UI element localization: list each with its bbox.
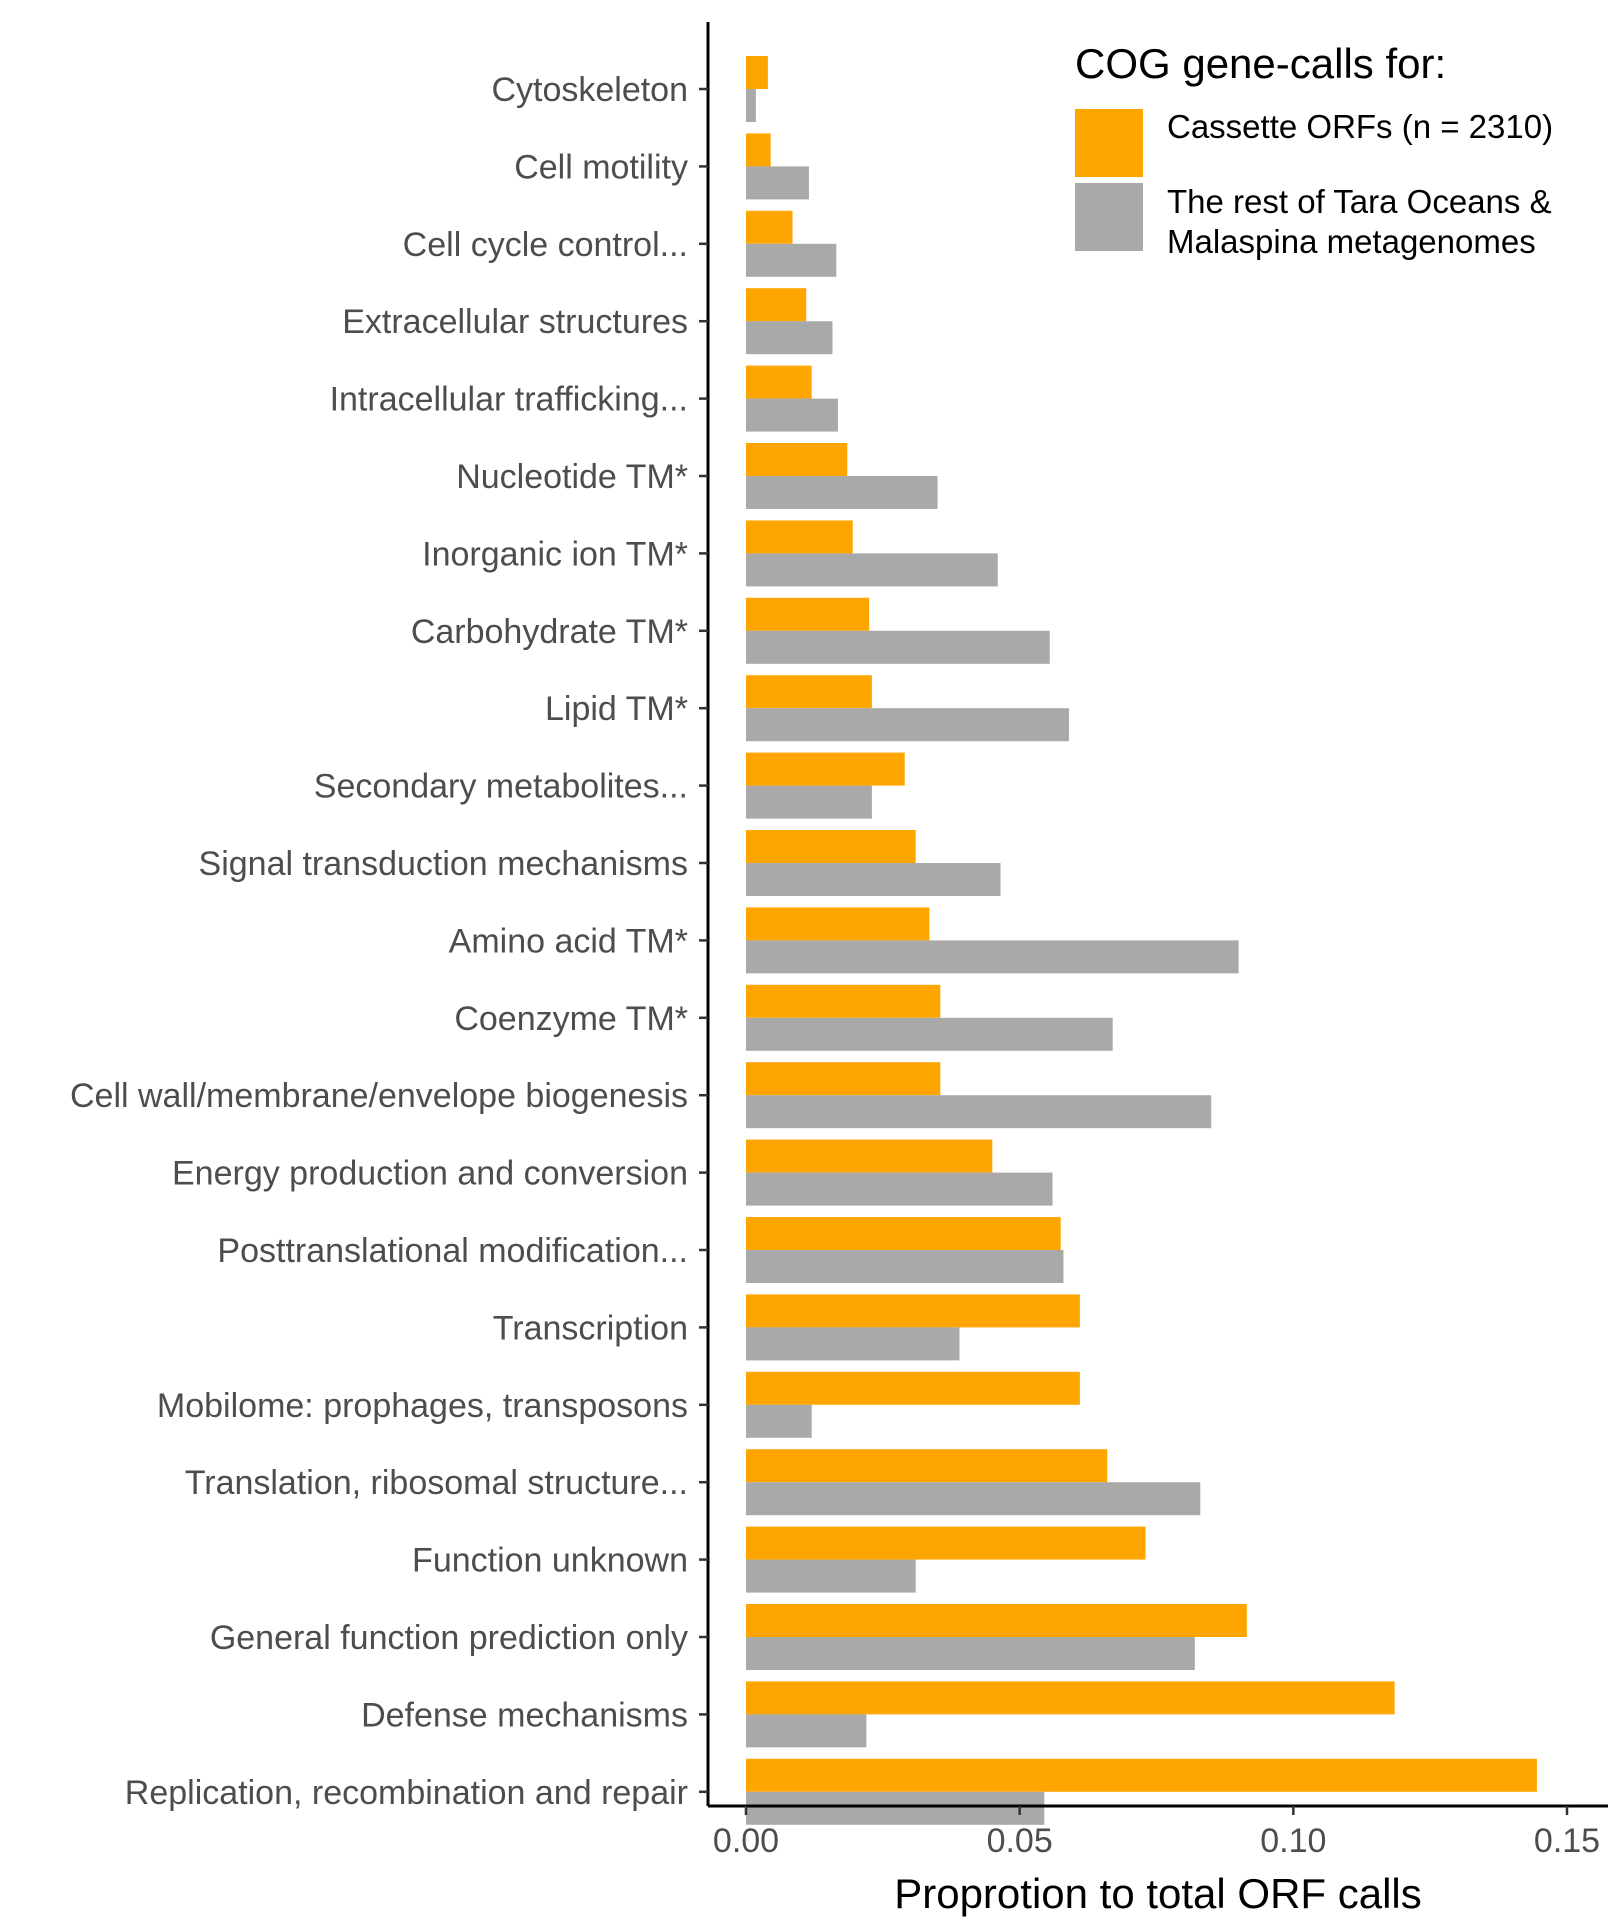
category-label: Energy production and conversion — [172, 1155, 688, 1193]
y-axis: Cytoskeleton Cell motility Cell cycle cont… — [70, 22, 710, 1812]
legend-label: Malaspina metagenomes — [1167, 223, 1536, 260]
bar-rest — [746, 1017, 1113, 1051]
category-label: Secondary metabolites... — [314, 768, 688, 806]
category-label: Cell motility — [514, 148, 688, 186]
bar-cassette — [746, 907, 930, 941]
bars-group — [746, 56, 1537, 1825]
bar-cassette — [746, 1371, 1080, 1405]
bar-rest — [746, 553, 998, 587]
legend-title: COG gene-calls for: — [1075, 40, 1446, 87]
category-label: Function unknown — [412, 1542, 688, 1580]
bar-cassette — [746, 1681, 1395, 1715]
bar-cassette — [746, 56, 768, 89]
x-tick-label: 0.00 — [713, 1822, 779, 1860]
x-axis-title: Proprotion to total ORF calls — [894, 1870, 1422, 1917]
bar-cassette — [746, 752, 905, 786]
bar-cassette — [746, 1604, 1247, 1637]
bar-rest — [746, 940, 1239, 974]
category-label: Cell cycle control... — [403, 226, 688, 264]
bar-cassette — [746, 1217, 1061, 1250]
bar-rest — [746, 89, 756, 122]
bar-cassette — [746, 133, 771, 167]
category-label: Carbohydrate TM* — [411, 613, 688, 651]
legend-label: Cassette ORFs (n = 2310) — [1167, 108, 1553, 145]
bar-rest — [746, 1327, 960, 1361]
bar-cassette — [746, 597, 870, 631]
bar-cassette — [746, 1062, 941, 1096]
bar-rest — [746, 1250, 1064, 1283]
category-label: Translation, ribosomal structure... — [185, 1464, 688, 1502]
category-label: Cytoskeleton — [491, 71, 688, 109]
category-label: Mobilome: prophages, transposons — [157, 1387, 688, 1425]
category-label: Intracellular trafficking... — [330, 381, 688, 419]
bar-rest — [746, 1714, 867, 1748]
bar-rest — [746, 1559, 916, 1593]
legend-key-cassette — [1075, 109, 1143, 177]
bar-rest — [746, 785, 872, 819]
bar-rest — [746, 1482, 1201, 1516]
bar-cassette — [746, 675, 872, 709]
bar-cassette — [746, 830, 916, 863]
category-label: Inorganic ion TM* — [422, 535, 688, 573]
category-label: Extracellular structures — [342, 303, 688, 341]
bar-cassette — [746, 520, 853, 554]
bar-rest — [746, 1404, 812, 1438]
legend-key-rest — [1075, 183, 1143, 251]
bar-rest — [746, 398, 838, 432]
category-label: Cell wall/membrane/envelope biogenesis — [70, 1077, 688, 1115]
bar-rest — [746, 1791, 1045, 1825]
bar-cassette — [746, 1449, 1108, 1483]
category-label: Nucleotide TM* — [456, 458, 688, 496]
bar-cassette — [746, 1139, 993, 1173]
bar-rest — [746, 476, 938, 509]
bar-cassette — [746, 210, 793, 244]
category-label: General function prediction only — [210, 1619, 688, 1657]
category-label: Coenzyme TM* — [454, 1000, 688, 1038]
category-label: Lipid TM* — [545, 690, 688, 728]
x-tick-label: 0.10 — [1260, 1822, 1326, 1860]
category-label: Defense mechanisms — [361, 1696, 688, 1734]
bar-cassette — [746, 1294, 1080, 1328]
category-label: Amino acid TM* — [449, 922, 688, 960]
bar-rest — [746, 1095, 1212, 1129]
x-tick-label: 0.05 — [987, 1822, 1053, 1860]
bar-cassette — [746, 1758, 1537, 1792]
bar-rest — [746, 1637, 1195, 1670]
bar-rest — [746, 708, 1069, 742]
bar-rest — [746, 863, 1001, 896]
bar-cassette — [746, 1526, 1146, 1560]
x-axis: 0.00 0.05 0.10 0.15 — [708, 1804, 1608, 1860]
category-label: Posttranslational modification... — [217, 1232, 688, 1270]
bar-cassette — [746, 365, 812, 399]
bar-rest — [746, 166, 809, 200]
bar-cassette — [746, 984, 941, 1018]
bar-rest — [746, 1172, 1053, 1206]
bar-cassette — [746, 443, 848, 476]
legend: COG gene-calls for: Cassette ORFs (n = 2… — [1075, 40, 1553, 260]
x-tick-label: 0.15 — [1534, 1822, 1600, 1860]
bar-rest — [746, 321, 833, 355]
category-label: Replication, recombination and repair — [125, 1774, 688, 1812]
bar-cassette — [746, 288, 807, 322]
legend-label: The rest of Tara Oceans & — [1167, 183, 1552, 220]
bar-rest — [746, 243, 837, 277]
category-label: Transcription — [493, 1309, 688, 1347]
category-label: Signal transduction mechanisms — [199, 845, 688, 883]
bar-rest — [746, 630, 1050, 664]
